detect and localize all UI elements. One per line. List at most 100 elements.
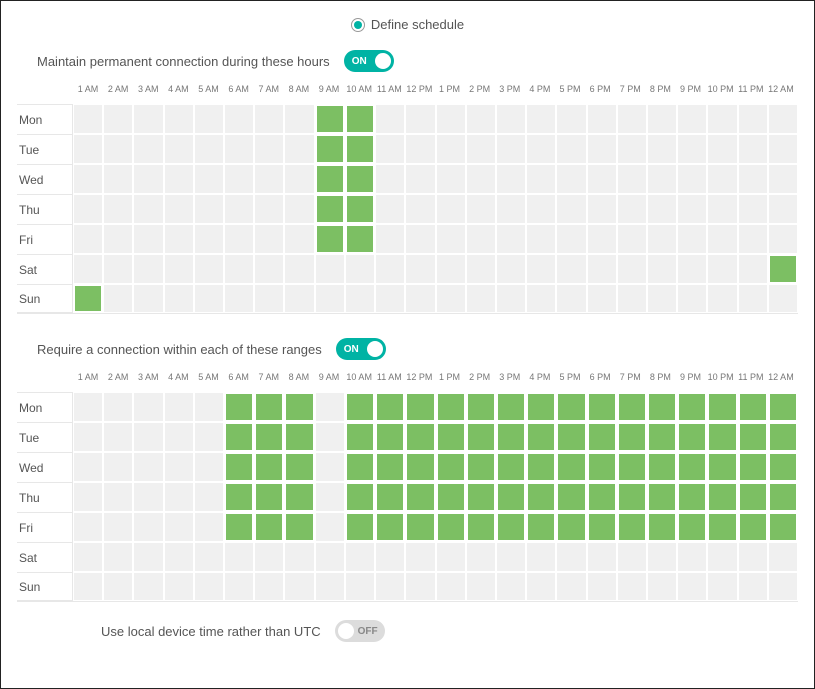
schedule-cell[interactable] xyxy=(587,224,617,254)
schedule-cell[interactable] xyxy=(375,392,405,422)
schedule-cell[interactable] xyxy=(194,512,224,542)
schedule-cell[interactable] xyxy=(194,224,224,254)
schedule-cell[interactable] xyxy=(496,284,526,313)
schedule-cell[interactable] xyxy=(587,542,617,572)
schedule-cell[interactable] xyxy=(436,512,466,542)
schedule-cell[interactable] xyxy=(315,224,345,254)
schedule-cell[interactable] xyxy=(345,512,375,542)
schedule-cell[interactable] xyxy=(677,572,707,601)
schedule-cell[interactable] xyxy=(436,422,466,452)
schedule-cell[interactable] xyxy=(617,164,647,194)
schedule-cell[interactable] xyxy=(405,254,435,284)
schedule-cell[interactable] xyxy=(405,512,435,542)
schedule-cell[interactable] xyxy=(345,422,375,452)
schedule-cell[interactable] xyxy=(617,482,647,512)
schedule-cell[interactable] xyxy=(738,164,768,194)
schedule-cell[interactable] xyxy=(707,572,737,601)
schedule-cell[interactable] xyxy=(466,482,496,512)
schedule-cell[interactable] xyxy=(556,392,586,422)
schedule-cell[interactable] xyxy=(647,254,677,284)
schedule-cell[interactable] xyxy=(738,512,768,542)
schedule-cell[interactable] xyxy=(496,194,526,224)
schedule-cell[interactable] xyxy=(103,254,133,284)
schedule-cell[interactable] xyxy=(254,572,284,601)
schedule-cell[interactable] xyxy=(194,164,224,194)
schedule-cell[interactable] xyxy=(768,254,798,284)
schedule-cell[interactable] xyxy=(647,194,677,224)
define-schedule-radio[interactable] xyxy=(351,18,365,32)
schedule-cell[interactable] xyxy=(436,572,466,601)
schedule-cell[interactable] xyxy=(466,194,496,224)
schedule-cell[interactable] xyxy=(254,392,284,422)
schedule-cell[interactable] xyxy=(466,254,496,284)
schedule-cell[interactable] xyxy=(194,194,224,224)
schedule-cell[interactable] xyxy=(617,104,647,134)
schedule-cell[interactable] xyxy=(164,512,194,542)
schedule-cell[interactable] xyxy=(284,104,314,134)
schedule-cell[interactable] xyxy=(73,482,103,512)
schedule-cell[interactable] xyxy=(466,542,496,572)
schedule-cell[interactable] xyxy=(103,422,133,452)
schedule-cell[interactable] xyxy=(315,452,345,482)
schedule-cell[interactable] xyxy=(556,164,586,194)
schedule-cell[interactable] xyxy=(133,284,163,313)
schedule-cell[interactable] xyxy=(677,134,707,164)
schedule-cell[interactable] xyxy=(587,104,617,134)
schedule-cell[interactable] xyxy=(133,452,163,482)
schedule-cell[interactable] xyxy=(556,134,586,164)
schedule-cell[interactable] xyxy=(587,134,617,164)
schedule-cell[interactable] xyxy=(405,392,435,422)
schedule-cell[interactable] xyxy=(345,194,375,224)
schedule-cell[interactable] xyxy=(133,482,163,512)
schedule-cell[interactable] xyxy=(254,284,284,313)
schedule-cell[interactable] xyxy=(375,284,405,313)
schedule-cell[interactable] xyxy=(73,392,103,422)
schedule-cell[interactable] xyxy=(556,194,586,224)
schedule-cell[interactable] xyxy=(375,422,405,452)
schedule-cell[interactable] xyxy=(496,104,526,134)
schedule-cell[interactable] xyxy=(73,164,103,194)
schedule-cell[interactable] xyxy=(526,284,556,313)
schedule-cell[interactable] xyxy=(284,512,314,542)
schedule-cell[interactable] xyxy=(707,134,737,164)
schedule-cell[interactable] xyxy=(164,104,194,134)
schedule-cell[interactable] xyxy=(556,572,586,601)
schedule-cell[interactable] xyxy=(224,194,254,224)
schedule-cell[interactable] xyxy=(647,482,677,512)
schedule-cell[interactable] xyxy=(375,572,405,601)
schedule-cell[interactable] xyxy=(73,104,103,134)
schedule-cell[interactable] xyxy=(677,482,707,512)
schedule-cell[interactable] xyxy=(738,392,768,422)
schedule-cell[interactable] xyxy=(194,542,224,572)
schedule-cell[interactable] xyxy=(617,254,647,284)
schedule-cell[interactable] xyxy=(526,512,556,542)
schedule-cell[interactable] xyxy=(496,572,526,601)
schedule-cell[interactable] xyxy=(375,254,405,284)
schedule-cell[interactable] xyxy=(707,452,737,482)
schedule-cell[interactable] xyxy=(405,284,435,313)
schedule-cell[interactable] xyxy=(133,254,163,284)
schedule-cell[interactable] xyxy=(466,134,496,164)
schedule-cell[interactable] xyxy=(133,224,163,254)
schedule-cell[interactable] xyxy=(768,224,798,254)
schedule-cell[interactable] xyxy=(103,284,133,313)
schedule-cell[interactable] xyxy=(224,452,254,482)
schedule-cell[interactable] xyxy=(103,392,133,422)
schedule-cell[interactable] xyxy=(496,452,526,482)
schedule-cell[interactable] xyxy=(73,134,103,164)
schedule-cell[interactable] xyxy=(103,542,133,572)
schedule-cell[interactable] xyxy=(284,284,314,313)
schedule-cell[interactable] xyxy=(375,224,405,254)
schedule-cell[interactable] xyxy=(707,422,737,452)
schedule-cell[interactable] xyxy=(587,254,617,284)
schedule-cell[interactable] xyxy=(436,482,466,512)
schedule-cell[interactable] xyxy=(496,392,526,422)
schedule-cell[interactable] xyxy=(436,542,466,572)
schedule-cell[interactable] xyxy=(254,482,284,512)
schedule-cell[interactable] xyxy=(707,512,737,542)
schedule-cell[interactable] xyxy=(496,254,526,284)
schedule-cell[interactable] xyxy=(526,452,556,482)
schedule-cell[interactable] xyxy=(496,512,526,542)
schedule-cell[interactable] xyxy=(768,512,798,542)
schedule-cell[interactable] xyxy=(284,422,314,452)
